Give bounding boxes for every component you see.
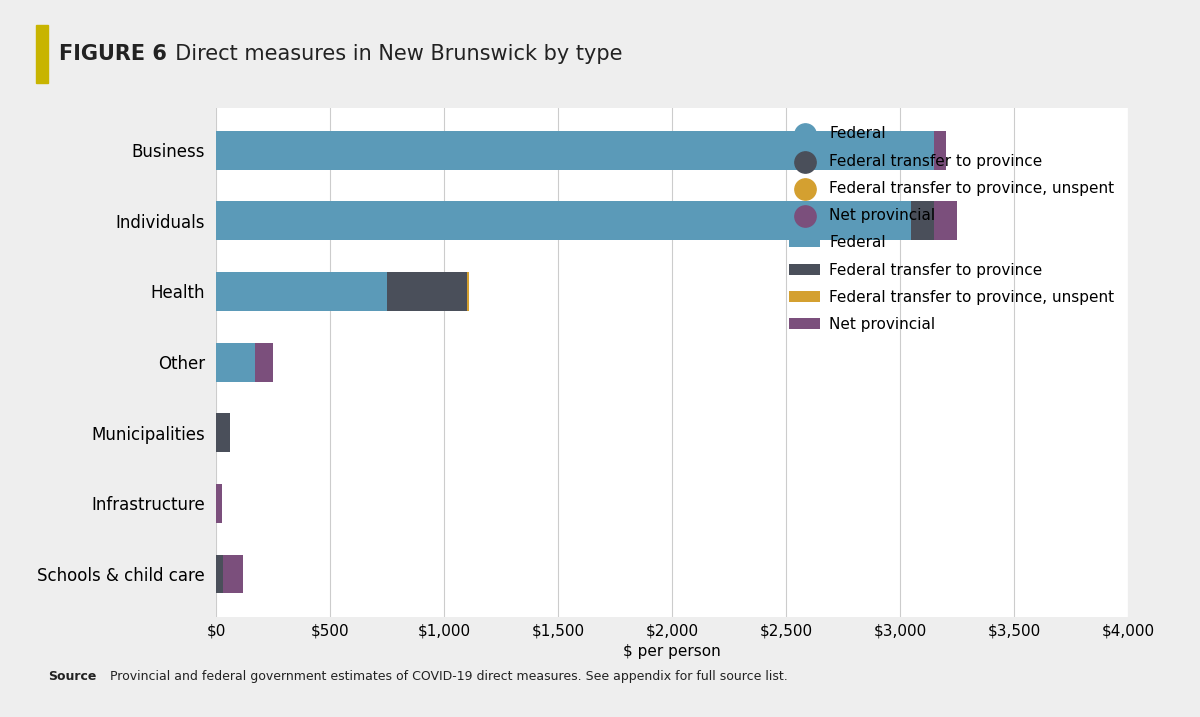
Bar [386, 272, 467, 311]
Bar [216, 201, 912, 240]
Text: Direct measures in New Brunswick by type: Direct measures in New Brunswick by type [162, 44, 623, 64]
Bar [935, 130, 946, 169]
Text: Provincial and federal government estimates of COVID-19 direct measures. See app: Provincial and federal government estima… [102, 670, 788, 683]
Bar [254, 343, 274, 381]
Bar [36, 24, 48, 83]
Bar [467, 272, 469, 311]
Bar [216, 484, 222, 523]
Bar [216, 413, 229, 452]
Text: Source: Source [48, 670, 96, 683]
Bar [223, 555, 244, 594]
Bar [935, 201, 958, 240]
Text: FIGURE 6: FIGURE 6 [59, 44, 167, 64]
Bar [216, 555, 223, 594]
X-axis label: $ per person: $ per person [623, 644, 721, 659]
Bar [216, 343, 254, 381]
Bar [216, 130, 935, 169]
Legend: Federal, Federal transfer to province, Federal transfer to province, unspent, Ne: Federal, Federal transfer to province, F… [784, 120, 1121, 338]
Bar [216, 272, 386, 311]
Bar [912, 201, 934, 240]
